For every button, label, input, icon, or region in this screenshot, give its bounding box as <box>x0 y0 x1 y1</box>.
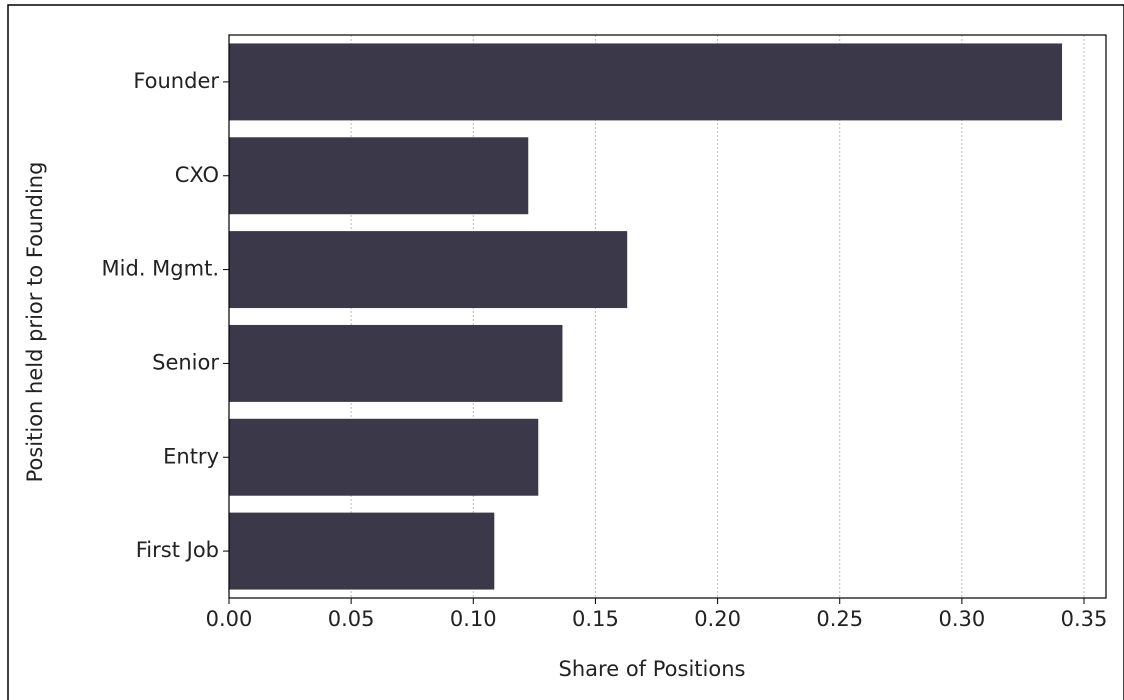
y-tick-label: Entry <box>163 444 219 468</box>
y-axis-label: Position held prior to Founding <box>23 162 47 483</box>
x-tick-label: 0.20 <box>694 607 741 631</box>
bar <box>229 43 1063 121</box>
plot-border <box>228 34 1107 599</box>
x-tick-label: 0.15 <box>572 607 619 631</box>
x-tick-label: 0.35 <box>1061 607 1108 631</box>
x-tick-label: 0.25 <box>816 607 863 631</box>
bar <box>229 137 529 215</box>
y-tick-label: Senior <box>152 350 219 374</box>
bar <box>229 231 628 309</box>
x-tick-label: 0.30 <box>938 607 985 631</box>
y-tick-label: CXO <box>175 163 219 187</box>
bar <box>229 418 539 496</box>
x-tick-label: 0.10 <box>450 607 497 631</box>
y-tick-label: Founder <box>133 69 219 93</box>
bar <box>229 324 563 402</box>
x-tick-label: 0.05 <box>328 607 375 631</box>
x-axis-label: Share of Positions <box>559 657 746 681</box>
y-tick-label: Mid. Mgmt. <box>102 257 219 281</box>
frame <box>7 4 1124 700</box>
x-tick-label: 0.00 <box>206 607 253 631</box>
y-tick-label: First Job <box>136 538 219 562</box>
bar <box>229 512 495 590</box>
